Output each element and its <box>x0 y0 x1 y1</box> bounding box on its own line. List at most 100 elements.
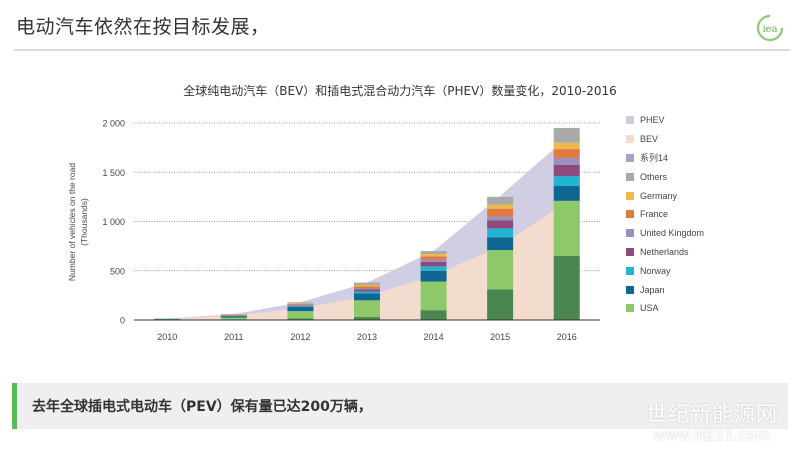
legend-item: Germany <box>626 186 704 205</box>
bar-segment-japan <box>354 293 380 301</box>
legend-label: United Kingdom <box>640 228 705 239</box>
legend-label: Germany <box>640 190 678 201</box>
bar-segment-norway <box>287 305 314 307</box>
bar-segment-france <box>553 149 580 158</box>
legend-item: Japan <box>626 280 704 299</box>
title-divider <box>14 49 790 51</box>
x-tick-label: 2013 <box>357 332 377 342</box>
watermark-url: www.NE21.com <box>653 426 771 444</box>
legend-label: Others <box>640 171 668 182</box>
legend-item: Others <box>626 167 704 186</box>
x-tick-label: 2012 <box>290 332 310 342</box>
bar-segment-france <box>354 286 380 289</box>
bar-segment-others <box>220 314 247 315</box>
legend-swatch <box>626 266 634 275</box>
summary-banner: 去年全球插电式电动车（PEV）保有量已达200万辆， <box>12 383 788 429</box>
bar-segment-netherlands <box>354 289 380 292</box>
legend-swatch <box>626 116 634 125</box>
bar-segment-others <box>420 251 447 255</box>
banner-text: 去年全球插电式电动车（PEV）保有量已达200万辆， <box>32 399 372 415</box>
y-axis-label: Number of vehicles on the road <box>67 163 77 281</box>
legend-label: Norway <box>640 265 671 276</box>
bar-segment-germany <box>287 303 314 304</box>
bar-segment-germany <box>420 254 447 257</box>
legend-item: Norway <box>626 261 704 280</box>
bar-segment-others <box>354 282 380 286</box>
legend-label: 系列14 <box>640 153 669 164</box>
bar-segment-united-kingdom <box>420 259 447 262</box>
legend-swatch <box>626 135 634 144</box>
bar-segment-base <box>487 289 514 320</box>
y-axis-label-units: (Thousands) <box>79 198 89 246</box>
bar-segment-others <box>487 196 514 205</box>
y-tick-label: 2 000 <box>102 119 125 129</box>
legend-label: USA <box>640 303 659 314</box>
bar-segment-united-kingdom <box>287 304 314 306</box>
x-tick-label: 2014 <box>424 332 444 342</box>
bar-segment-united-kingdom <box>487 216 514 221</box>
bar-segment-others <box>553 127 580 143</box>
legend-item: USA <box>626 299 704 318</box>
bar-segment-france <box>487 208 514 217</box>
chart-title: 全球纯电动汽车（BEV）和插电式混合动力汽车（PHEV）数量变化，2010-20… <box>183 84 617 98</box>
chart-legend: PHEV BEV 系列14 Others Germany France United Kin… <box>626 111 704 318</box>
y-tick-label: 0 <box>120 316 125 326</box>
legend-item: United Kingdom <box>626 224 704 243</box>
banner-accent-bar <box>12 383 17 429</box>
watermark-cn: 世纪新能源网 <box>646 402 778 426</box>
legend-swatch <box>626 210 634 219</box>
bar-segment-netherlands <box>553 164 580 177</box>
y-tick-label: 1 500 <box>102 168 125 178</box>
legend-item: PHEV <box>626 111 704 130</box>
bar-segment-germany <box>354 285 380 287</box>
y-tick-label: 1 000 <box>102 217 125 227</box>
legend-swatch <box>626 191 634 200</box>
bar-segment-netherlands <box>487 220 514 229</box>
bar-segment-japan <box>553 186 580 201</box>
x-tick-label: 2015 <box>490 332 510 342</box>
bar-segment-usa <box>553 200 580 256</box>
legend-swatch <box>626 153 634 162</box>
legend-swatch <box>626 247 634 256</box>
bar-segment-france <box>287 303 314 305</box>
x-tick-label: 2011 <box>224 332 243 342</box>
legend-label: BEV <box>640 134 659 145</box>
bar-segment-base <box>287 318 314 320</box>
legend-swatch <box>626 229 634 238</box>
page-title: 电动汽车依然在按目标发展， <box>16 16 270 38</box>
bar-segment-germany <box>487 204 514 209</box>
legend-swatch <box>626 285 634 294</box>
legend-swatch <box>626 304 634 313</box>
bar-segment-united-kingdom <box>220 315 247 316</box>
bar-segment-france <box>420 256 447 260</box>
legend-label: Netherlands <box>640 246 689 257</box>
bar-segment-united-kingdom <box>354 288 380 290</box>
bar-segment-base <box>420 310 447 320</box>
legend-label: Japan <box>640 284 665 295</box>
logo-text: iea <box>762 24 777 35</box>
bar-segment-base <box>553 255 580 320</box>
bar-segment-netherlands <box>420 261 447 267</box>
bar-segment-japan <box>420 270 447 282</box>
bar-segment-japan <box>220 316 247 318</box>
bar-segment-usa <box>220 317 247 320</box>
bar-segment-others <box>287 302 314 304</box>
legend-item: BEV <box>626 130 704 149</box>
bar-segment-usa <box>420 281 447 311</box>
legend-label: France <box>640 209 669 220</box>
y-tick-label: 500 <box>110 266 125 276</box>
area-bev <box>154 201 580 320</box>
bar-segment-japan <box>487 237 514 251</box>
bar-segment-norway <box>553 176 580 187</box>
bar-segment-usa <box>487 250 514 290</box>
bar-segment-united-kingdom <box>553 157 580 165</box>
bar-segment-usa <box>354 300 380 318</box>
bar-segment-norway <box>354 291 380 294</box>
watermark: 世纪新能源网 www.NE21.com <box>646 398 778 444</box>
x-tick-label: 2016 <box>557 332 577 342</box>
bar-segment-germany <box>220 314 247 316</box>
iea-logo: iea <box>756 14 784 42</box>
legend-item: 系列14 <box>626 149 704 168</box>
x-tick-label: 2010 <box>157 332 177 342</box>
